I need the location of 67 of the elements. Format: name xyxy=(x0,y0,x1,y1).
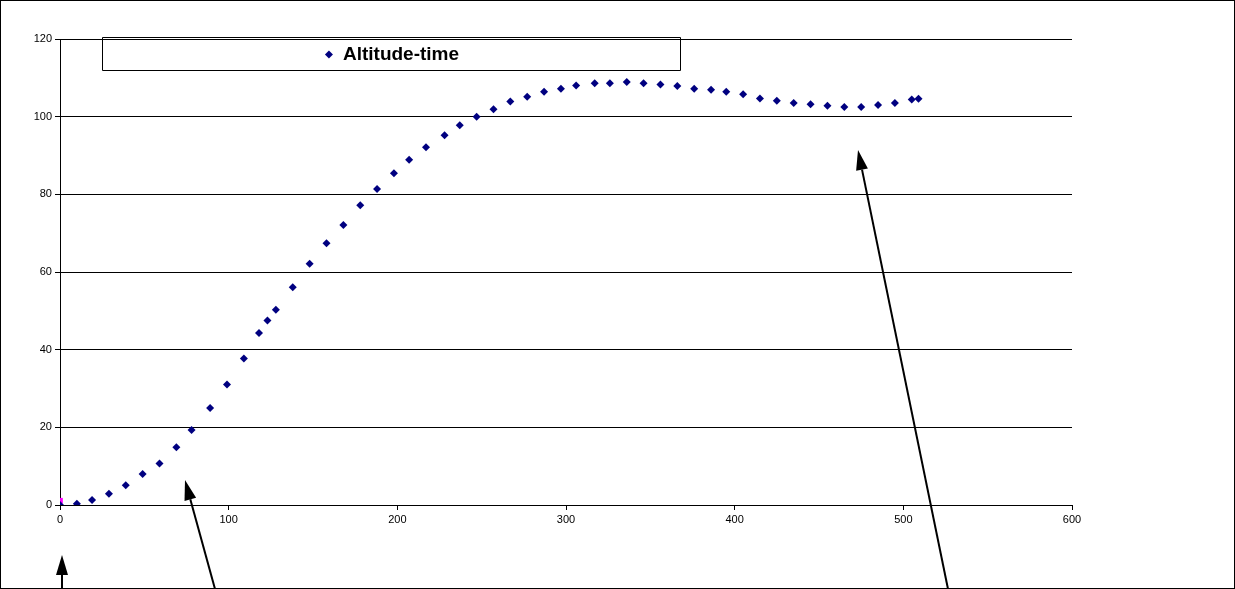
point xyxy=(523,92,532,101)
point xyxy=(556,84,565,93)
point xyxy=(155,459,164,468)
point xyxy=(405,155,414,164)
y-tick-label: 0 xyxy=(45,498,52,511)
point xyxy=(422,143,431,152)
point xyxy=(271,305,280,314)
point xyxy=(373,184,382,193)
y-tick-label: 100 xyxy=(33,109,52,122)
point xyxy=(322,239,331,248)
x-tick-label: 400 xyxy=(725,512,744,525)
point xyxy=(772,96,781,105)
point xyxy=(138,469,147,478)
point xyxy=(339,221,348,230)
point xyxy=(907,95,916,104)
x-tick-label: 300 xyxy=(556,512,576,525)
point xyxy=(874,101,883,110)
point xyxy=(472,112,481,121)
x-tick-label: 0 xyxy=(56,512,64,525)
y-tick-label: 60 xyxy=(39,265,52,278)
point xyxy=(739,90,748,99)
point xyxy=(222,380,231,389)
point xyxy=(673,81,682,90)
point xyxy=(722,87,731,96)
point xyxy=(707,85,716,94)
point xyxy=(440,131,449,140)
point xyxy=(639,79,648,88)
point xyxy=(840,102,849,111)
point xyxy=(540,87,549,96)
point xyxy=(590,79,599,88)
point xyxy=(656,80,665,89)
point xyxy=(489,105,498,114)
x-tick-label: 200 xyxy=(388,512,407,525)
point xyxy=(389,169,398,178)
x-tick-label: 600 xyxy=(1062,512,1082,525)
x-tick-label: 100 xyxy=(219,512,238,525)
point xyxy=(263,316,272,325)
point xyxy=(104,489,113,498)
point xyxy=(206,403,215,412)
point xyxy=(789,99,798,108)
point xyxy=(305,259,314,268)
point xyxy=(288,283,297,292)
point xyxy=(455,121,464,130)
point xyxy=(690,84,699,93)
y-tick-label: 20 xyxy=(39,420,52,433)
x-tick-label: 500 xyxy=(894,512,913,525)
point xyxy=(187,426,196,435)
y-tick-label: 40 xyxy=(39,342,52,355)
point xyxy=(890,99,899,108)
point xyxy=(172,443,181,452)
point xyxy=(806,100,815,109)
point xyxy=(506,97,515,106)
point xyxy=(356,201,365,210)
y-tick-label: 120 xyxy=(33,32,52,45)
point xyxy=(914,94,923,103)
point xyxy=(755,94,764,103)
point xyxy=(255,328,264,337)
point xyxy=(121,481,130,490)
point xyxy=(605,79,614,88)
legend-label: Altitude-time xyxy=(342,42,460,64)
y-tick-label: 80 xyxy=(39,187,52,200)
point xyxy=(88,495,97,504)
point xyxy=(239,354,248,363)
point xyxy=(857,102,866,111)
point xyxy=(823,101,832,110)
point xyxy=(622,78,631,87)
point xyxy=(572,81,581,90)
